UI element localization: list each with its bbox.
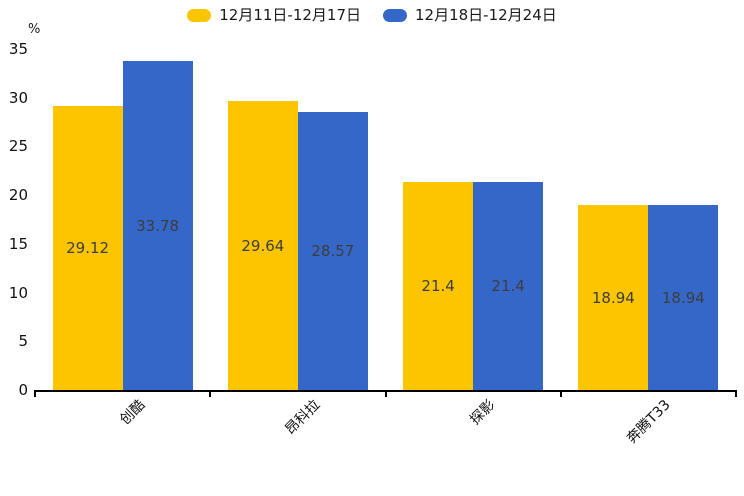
x-axis-tick — [34, 390, 36, 397]
y-axis-tick-label: 0 — [18, 381, 28, 399]
y-axis-tick-label: 20 — [8, 186, 28, 205]
legend-swatch-icon — [383, 8, 407, 22]
bar-value-label: 18.94 — [591, 288, 635, 307]
bar-昂科拉-series-0 — [227, 101, 298, 390]
legend-swatch-icon — [187, 8, 212, 22]
y-axis-tick-label: 25 — [8, 137, 28, 156]
legend: 12月11日-12月17日 12月18日-12月24日 — [0, 6, 744, 24]
x-axis-tick — [735, 390, 737, 397]
bar-value-label: 21.4 — [491, 277, 525, 295]
legend-item-1[interactable]: 12月18日-12月24日 — [383, 6, 557, 24]
bar-value-label: 28.57 — [311, 242, 355, 260]
bar-奔腾T33-series-0 — [578, 205, 649, 390]
y-axis-tick-label: 5 — [18, 332, 28, 351]
y-axis-tick-label: 35 — [8, 40, 28, 58]
x-axis-category-label: 探影 — [467, 397, 499, 429]
bar-value-label: 33.78 — [136, 216, 180, 235]
bar-探影-series-0 — [403, 182, 474, 390]
x-axis-category-label: 创酷 — [116, 397, 148, 429]
legend-item-0[interactable]: 12月11日-12月17日 — [187, 6, 361, 24]
y-axis-tick-label: 30 — [8, 88, 28, 107]
bar-value-label: 29.64 — [241, 236, 285, 255]
bar-奔腾T33-series-1 — [648, 205, 719, 390]
x-axis-category-label: 昂科拉 — [282, 397, 324, 439]
y-axis-tick-label: 10 — [8, 283, 28, 302]
bar-value-label: 18.94 — [661, 288, 705, 307]
x-axis-tick — [384, 390, 387, 397]
bar-创酷-series-0 — [52, 106, 123, 390]
x-axis-tick — [559, 390, 562, 397]
bar-value-label: 29.12 — [66, 239, 110, 257]
legend-label: 12月18日-12月24日 — [415, 6, 557, 24]
x-axis-tick — [209, 390, 212, 397]
x-axis-category-label: 奔腾T33 — [623, 397, 674, 447]
bar-value-label: 21.4 — [421, 277, 455, 295]
bar-创酷-series-1 — [122, 61, 193, 390]
y-axis-tick-label: 15 — [8, 234, 28, 253]
bar-昂科拉-series-1 — [297, 112, 368, 390]
bar-探影-series-1 — [473, 182, 544, 390]
y-axis-unit-label: % — [28, 22, 41, 37]
legend-label: 12月11日-12月17日 — [219, 6, 361, 24]
